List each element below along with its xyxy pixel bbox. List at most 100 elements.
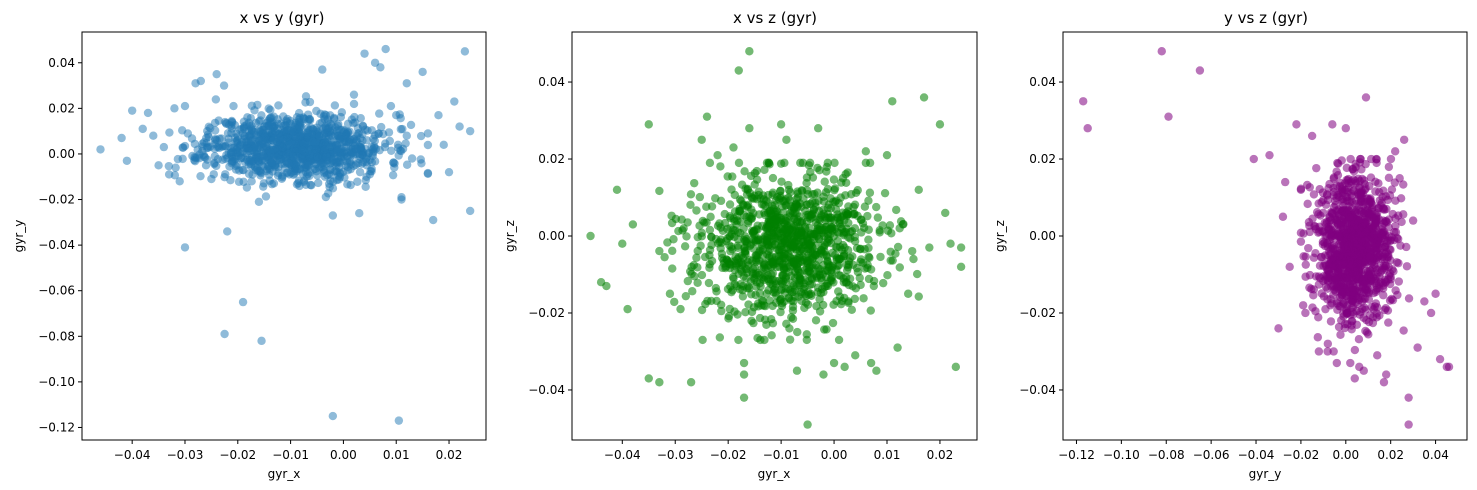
plot-2-cluster-point [848,260,858,269]
plot-3-cluster-point [1314,280,1324,289]
plot-3-point [1359,366,1368,375]
plot-1-cluster-point [423,140,433,150]
plot-3-point [1373,351,1382,360]
plot-1-cluster-point [341,161,350,170]
plot-2-cluster-point [688,287,697,296]
plot-3-cluster-point [1357,174,1367,184]
plot-1-cluster-point [196,171,205,181]
plot-3-cluster-point [1382,255,1392,264]
plot-3-cluster-point [1367,154,1376,164]
plot-2-cluster-point [893,242,903,252]
plot-2-cluster-point [731,252,740,261]
plot-3-cluster-point [1333,283,1342,292]
plot-2-cluster-point [740,232,750,241]
plot-3-cluster-point [1347,316,1356,326]
plot-3-cluster-point [1355,182,1364,191]
plot-3-cluster-point [1347,179,1356,188]
plot-2-cluster-point [752,225,761,234]
plot-2-cluster-point [823,257,832,266]
plot-1-cluster-point [316,162,325,172]
plot-1-cluster-point [423,169,433,178]
plot-3-point [1249,154,1258,164]
plot-2-cluster-point [831,205,841,214]
plot-1-cluster-point [264,104,273,113]
plot-3-cluster-point [1331,196,1340,206]
plot-1-cluster-point [251,166,261,175]
plot-2-cluster-point [680,242,690,251]
plot-3-cluster-point [1385,245,1394,254]
plot-1-point [450,97,459,106]
plot-2-cluster-point [850,209,859,219]
plot-2-cluster-point [819,250,828,259]
plot-1-cluster-point [252,146,261,155]
plot-2-cluster-point [750,168,760,178]
plot-2-cluster-point [850,294,860,304]
plot-3-xtick-label: −0.12 [1058,448,1095,462]
plot-2-cluster-point [841,169,850,179]
plot-2-cluster-point [768,319,778,328]
plot-2-cluster-point [811,316,821,325]
plot-3-xtick-label: 0.00 [1332,448,1359,462]
plot-1-cluster-point [304,161,314,170]
plot-2-point [702,112,712,121]
plot-1-cluster-point [314,131,324,141]
plot-2-cluster-point [759,195,769,204]
plot-2-cluster-point [776,213,786,223]
plot-3-cluster-point [1379,291,1388,300]
plot-3-cluster-point [1322,238,1332,248]
plot-3-cluster-point [1373,284,1382,293]
plot-3-point [1444,362,1454,372]
plot-2-cluster-point [869,281,879,291]
plot-3-point [1435,354,1445,364]
plot-2-cluster-point [733,235,743,244]
plot-2-cluster-point [771,208,780,217]
plot-1-cluster-point [339,127,348,137]
plot-1-cluster-point [355,167,365,177]
plot-2-point [745,47,754,56]
plot-2-point [919,93,929,102]
plot-2-point [623,304,632,314]
plot-2-cluster-point [785,335,795,344]
plot-1-cluster-point [298,145,307,155]
plot-3-cluster-point [1364,287,1373,297]
plot-2-cluster-point [847,226,857,236]
plot-2-cluster-point [692,206,701,215]
plot-2-cluster-point [828,318,838,328]
plot-1-cluster-point [244,144,253,153]
plot-1-xlabel: gyr_x [268,467,301,481]
plot-2-point [618,239,627,248]
plot-1-cluster-point [358,122,368,131]
plot-1-cluster-point [246,137,256,146]
plot-3-cluster-point [1315,261,1325,270]
plot-2-cluster-point [857,215,866,224]
plot-2-cluster-point [830,184,840,193]
plot-1-ytick-label: −0.04 [38,238,75,252]
plot-2-cluster-point [835,242,845,252]
plot-2-cluster-point [725,304,734,314]
plot-1-ytick-label: 0.02 [48,101,75,115]
plot-3-cluster-point [1321,251,1330,260]
plot-2-cluster-point [683,218,692,227]
plot-3-point [1431,289,1440,298]
plot-2-cluster-point [883,271,892,280]
plot-2-cluster-point [690,178,699,188]
plot-2-cluster-point [738,292,748,301]
plot-3-xtick-label: −0.04 [1238,448,1275,462]
plot-1-cluster-point [334,163,344,172]
plot-2-point [925,243,934,252]
plot-3-cluster-point [1333,270,1342,280]
plot-2-ytick-label: −0.04 [528,383,565,397]
plot-1-cluster-point [378,129,388,139]
plot-1-cluster-point [377,122,386,132]
plot-2-cluster-point [839,229,848,238]
plot-2-cluster-point [892,205,901,215]
plot-2-cluster-point [732,220,741,229]
plot-1-cluster-point [361,182,370,192]
plot-2-cluster-point [705,158,715,168]
plot-3-xtick-label: 0.02 [1377,448,1404,462]
plot-2-point [776,120,786,129]
plot-1-point [444,167,454,177]
plot-3-point [1379,378,1389,387]
plot-2-cluster-point [832,296,841,306]
